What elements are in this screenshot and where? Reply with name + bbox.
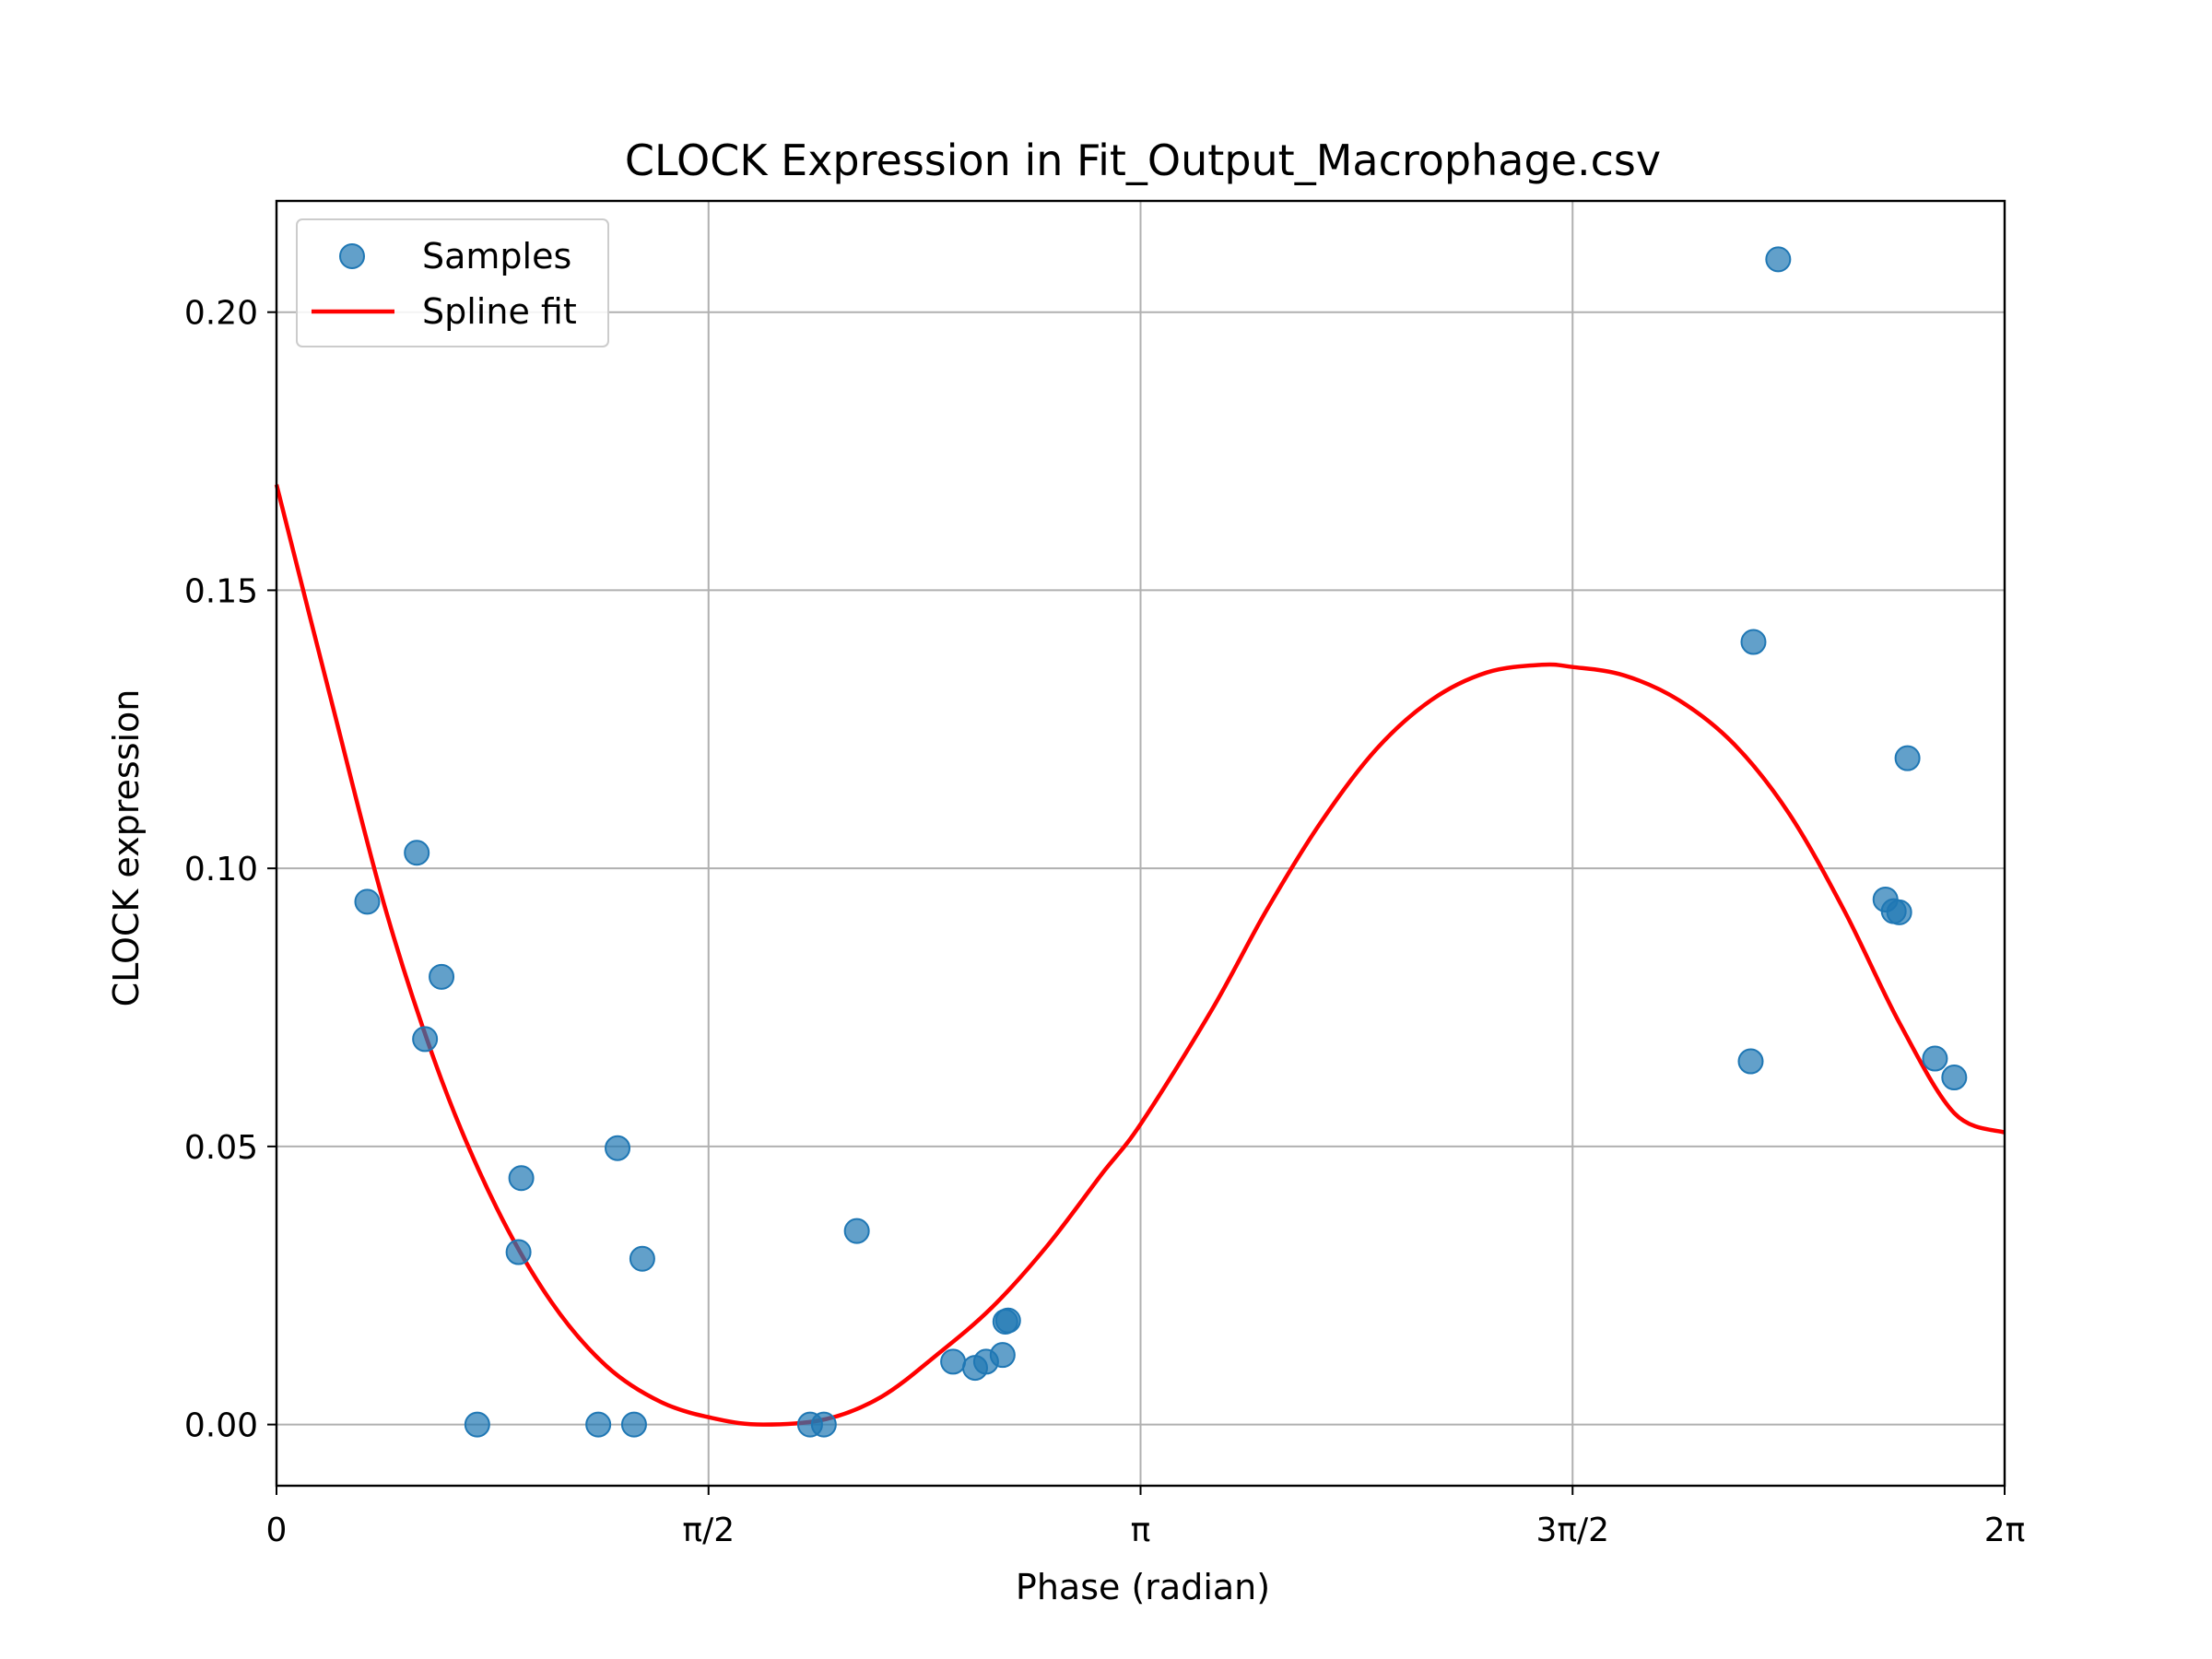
y-tick-label: 0.15 [184, 572, 258, 610]
sample-point [508, 1165, 535, 1192]
sample-point [605, 1135, 631, 1161]
x-tick-label: π [1131, 1512, 1151, 1549]
sample-point [994, 1307, 1021, 1334]
spline-fit [274, 484, 2006, 1427]
y-tick-label: 0.00 [184, 1407, 258, 1445]
y-tick-label: 0.10 [184, 851, 258, 888]
sample-point [989, 1342, 1016, 1369]
sample-point [1894, 745, 1921, 771]
sample-points [354, 246, 1968, 1438]
sample-point [1922, 1045, 1948, 1072]
spline-fit-line [274, 484, 2006, 1427]
y-tick-label: 0.05 [184, 1129, 258, 1167]
x-tick-label: 3π/2 [1535, 1512, 1609, 1549]
sample-point [354, 888, 381, 915]
sample-point [1886, 899, 1912, 925]
legend: Samples Spline fit [296, 218, 609, 347]
sample-point [810, 1411, 837, 1438]
sample-point [464, 1411, 490, 1438]
x-tick-label: π/2 [682, 1512, 735, 1549]
sample-point [940, 1348, 967, 1375]
chart-title: CLOCK Expression in Fit_Output_Macrophag… [625, 135, 1661, 185]
sample-point [1765, 246, 1792, 273]
sample-point [1737, 1048, 1764, 1075]
sample-point [412, 1026, 439, 1053]
sample-point [629, 1245, 655, 1272]
x-tick-label: 0 [266, 1512, 288, 1549]
sample-point [429, 963, 455, 990]
x-tick-label: 2π [1984, 1512, 2026, 1549]
sample-point [505, 1239, 532, 1265]
y-axis: 0.00 0.05 0.10 0.15 0.20 [184, 295, 276, 1445]
legend-box [296, 218, 609, 347]
y-tick-label: 0.20 [184, 295, 258, 333]
sample-point [585, 1411, 612, 1438]
legend-spline-label: Spline fit [422, 291, 577, 332]
grid [276, 201, 2006, 1486]
x-axis-label: Phase (radian) [1016, 1567, 1270, 1607]
sample-point [1740, 629, 1767, 655]
legend-samples-marker [339, 243, 365, 269]
x-axis: 0 π/2 π 3π/2 2π [266, 1486, 2026, 1549]
sample-point [1941, 1065, 1968, 1091]
y-axis-label: CLOCK expression [106, 689, 147, 1007]
sample-point [404, 840, 430, 866]
legend-samples-label: Samples [422, 236, 571, 276]
sample-point [620, 1411, 647, 1438]
sample-point [843, 1218, 870, 1244]
